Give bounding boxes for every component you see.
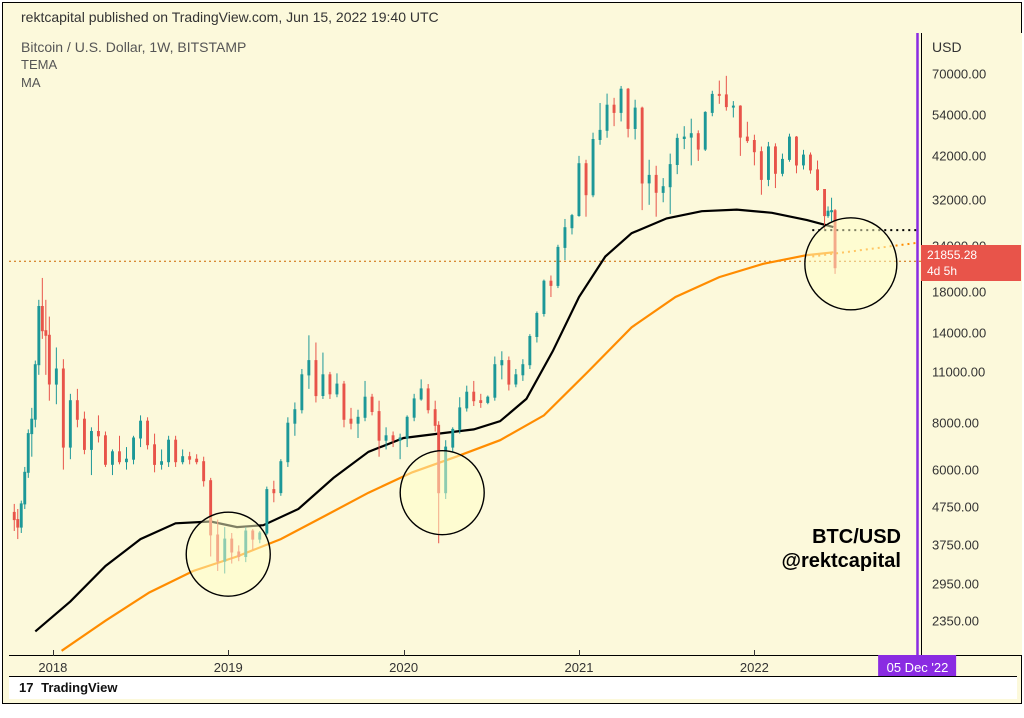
y-tick: 3750.00 xyxy=(932,538,979,553)
y-tick: 18000.00 xyxy=(932,285,986,300)
y-tick: 4750.00 xyxy=(932,500,979,515)
x-tick: 2022 xyxy=(740,660,769,675)
y-tick: 2350.00 xyxy=(932,613,979,628)
y-tick: 2950.00 xyxy=(932,577,979,592)
watermark: BTC/USD @rektcapital xyxy=(781,525,901,573)
current-price-countdown: 4d 5h xyxy=(927,263,1015,279)
y-tick: 8000.00 xyxy=(932,416,979,431)
y-tick: 32000.00 xyxy=(932,192,986,207)
current-price-value: 21855.28 xyxy=(927,247,1015,263)
price-axis: USD 70000.0054000.0042000.0032000.002400… xyxy=(921,33,1022,655)
watermark-symbol: BTC/USD xyxy=(781,525,901,549)
footer-bar: 17 TradingView xyxy=(9,676,1017,699)
price-unit: USD xyxy=(932,39,962,55)
y-tick: 11000.00 xyxy=(932,364,985,379)
y-tick: 14000.00 xyxy=(932,326,986,341)
current-price-marker: 21855.28 4d 5h xyxy=(921,245,1021,281)
tradingview-icon: 17 xyxy=(19,680,33,695)
y-tick: 54000.00 xyxy=(932,108,986,123)
byline: rektcapital published on TradingView.com… xyxy=(21,9,439,25)
x-tick: 2018 xyxy=(38,660,67,675)
tradingview-text: TradingView xyxy=(41,680,117,695)
x-tick: 2019 xyxy=(214,660,243,675)
watermark-handle: @rektcapital xyxy=(781,549,901,573)
x-tick: 2021 xyxy=(565,660,594,675)
tradingview-logo: 17 TradingView xyxy=(19,680,117,695)
y-tick: 70000.00 xyxy=(932,66,986,81)
y-tick: 6000.00 xyxy=(932,462,979,477)
x-tick: 2020 xyxy=(389,660,418,675)
y-tick: 42000.00 xyxy=(932,148,986,163)
chart-frame: rektcapital published on TradingView.com… xyxy=(2,2,1022,704)
